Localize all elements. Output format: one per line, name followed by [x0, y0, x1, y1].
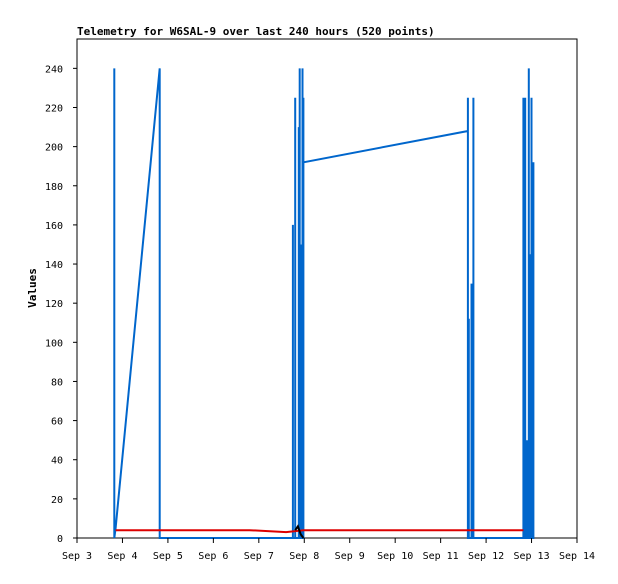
x-tick-label: Sep 11 [423, 551, 459, 562]
x-tick-label: Sep 7 [244, 551, 274, 562]
y-tick-label: 220 [45, 103, 63, 114]
x-tick-label: Sep 6 [198, 551, 228, 562]
y-tick-label: 0 [57, 534, 63, 545]
y-tick-label: 160 [45, 221, 63, 232]
plot-frame [76, 38, 578, 539]
y-axis: 0 20 40 60 80 100 120 140 160 180 200 220 240 [45, 64, 77, 545]
y-tick-label: 60 [51, 417, 63, 428]
x-tick-label: Sep 3 [62, 551, 92, 562]
x-tick-label: Sep 5 [153, 551, 183, 562]
x-axis: Sep 3 Sep 4 Sep 5 Sep 6 Sep 7 Sep 8 Sep 9 Sep 1… [62, 538, 595, 562]
x-tick-label: Sep 9 [335, 551, 365, 562]
y-tick-label: 20 [51, 495, 63, 506]
x-tick-label: Sep 12 [468, 551, 504, 562]
y-tick-label: 140 [45, 260, 63, 271]
x-tick-label: Sep 13 [513, 551, 549, 562]
y-tick-label: 200 [45, 143, 63, 154]
series-line-1 [115, 529, 524, 534]
chart-title: Telemetry for W6SAL-9 over last 240 hour… [77, 25, 435, 38]
y-tick-label: 40 [51, 456, 63, 467]
y-tick-label: 180 [45, 182, 63, 193]
x-tick-label: Sep 10 [377, 551, 413, 562]
series-line-2 [294, 524, 305, 539]
y-tick-label: 80 [51, 377, 63, 388]
x-tick-label: Sep 4 [107, 551, 137, 562]
y-axis-label: Values [26, 268, 39, 308]
x-tick-label: Sep 8 [289, 551, 319, 562]
y-tick-label: 120 [45, 299, 63, 310]
y-tick-label: 100 [45, 338, 63, 349]
series-layer [113, 68, 535, 539]
y-tick-label: 240 [45, 64, 63, 75]
x-tick-label: Sep 14 [559, 551, 595, 562]
series-line-0 [113, 68, 535, 539]
